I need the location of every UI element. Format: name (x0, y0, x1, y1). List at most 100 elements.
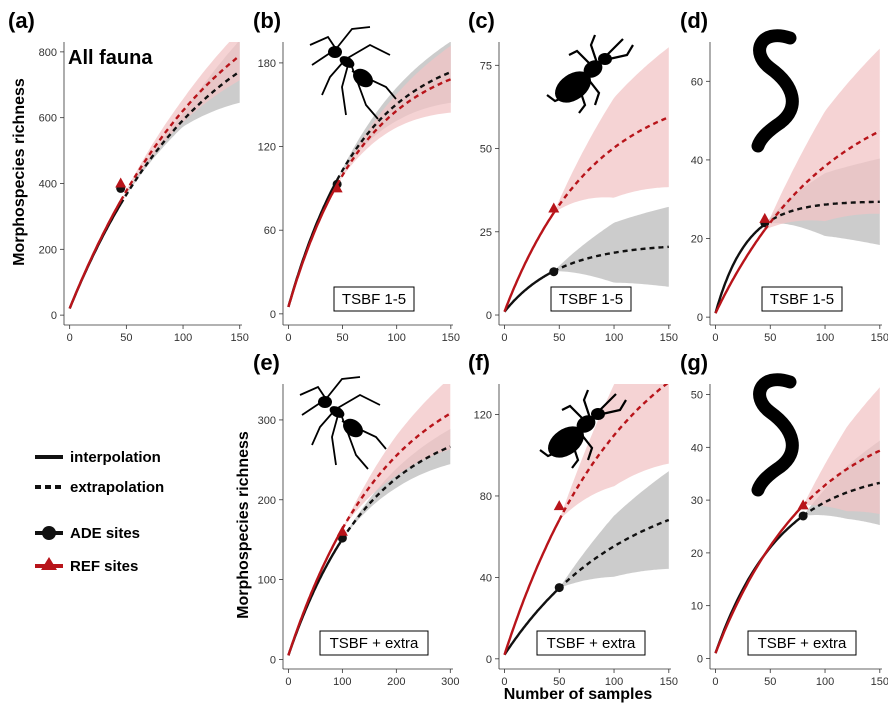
legend-ade-marker (42, 526, 56, 540)
panel-f: 0 50 100 150 0 40 80 120 (f) TSBF + extra (468, 350, 678, 688)
y-tick-label: 100 (258, 575, 276, 587)
panel-label: (d) (680, 8, 708, 33)
subset-label-box (761, 286, 843, 312)
ant-head (328, 46, 342, 58)
beetle-leg (582, 389, 592, 419)
x-tick-label: 200 (387, 676, 405, 688)
beetle-thorax (583, 60, 603, 78)
y-tick-label: 30 (691, 495, 703, 507)
legend-ref-marker (41, 557, 57, 570)
ant-leg (351, 66, 379, 120)
legend-extrapolation-label: extrapolation (70, 479, 164, 496)
ref-observed-point (115, 177, 127, 188)
panel-label: (c) (468, 8, 495, 33)
beetle-leg (539, 448, 563, 458)
x-tick-label: 50 (120, 332, 132, 344)
ant-leg (341, 64, 349, 116)
y-tick-label: 0 (270, 654, 276, 666)
plot-area (68, 42, 241, 309)
y-tick-label: 50 (691, 390, 703, 402)
ant-silhouette-icon (299, 376, 387, 470)
legend-ref-label: REF sites (70, 558, 138, 575)
x-tick-label: 100 (388, 332, 406, 344)
ant-thorax (339, 56, 355, 68)
panel-label: (f) (468, 350, 490, 375)
y-tick-label: 200 (39, 244, 57, 256)
ref-confidence-band (803, 387, 880, 514)
ref-observed-point (797, 499, 809, 510)
ade-interpolation-line (503, 270, 555, 313)
earthworm-body (751, 29, 799, 153)
ant-leg (335, 393, 381, 410)
ref-extrapolation-line (558, 384, 669, 521)
x-tick-label: 100 (816, 676, 834, 688)
plot-area (503, 47, 670, 313)
y-tick-label: 0 (486, 310, 492, 322)
ade-interpolation-line (714, 223, 766, 314)
beetle-leg (606, 38, 624, 56)
legend: interpolation extrapolation ADE sites RE… (35, 449, 164, 575)
y-tick-label: 80 (480, 491, 492, 503)
y-tick-label: 0 (270, 309, 276, 321)
y-tick-label: 200 (258, 495, 276, 507)
ant-leg (345, 43, 391, 60)
y-tick-label: 0 (697, 312, 703, 324)
x-tick-label: 150 (871, 676, 888, 688)
ant-leg (341, 416, 369, 470)
icons-layer (299, 26, 799, 497)
ant-silhouette-icon (309, 26, 397, 120)
y-tick-label: 800 (39, 47, 57, 59)
plot-area (714, 387, 881, 654)
x-tick-label: 50 (553, 332, 565, 344)
beetle-leg (577, 429, 594, 461)
plot-area (287, 384, 451, 656)
beetle-leg (561, 404, 585, 421)
x-tick-label: 100 (605, 332, 623, 344)
ref-observed-point (331, 182, 343, 193)
ade-extrapolation-line (336, 70, 452, 181)
x-tick-label: 150 (871, 332, 888, 344)
ade-extrapolation-line (764, 200, 880, 226)
y-tick-label: 50 (480, 144, 492, 156)
subset-label-box (333, 286, 415, 312)
ade-confidence-band (559, 471, 669, 589)
x-tick-label: 0 (501, 332, 507, 344)
ref-interpolation-line (503, 519, 561, 656)
ref-observed-point (548, 202, 560, 213)
x-tick-label: 100 (174, 332, 192, 344)
y-tick-label: 0 (486, 654, 492, 666)
y-tick-label: 120 (474, 410, 492, 422)
subset-label-box (536, 630, 646, 656)
earthworm-silhouette-icon (751, 373, 799, 497)
panel-b: 0 50 100 150 0 60 120 180 (b) TSBF 1-5 (253, 8, 460, 344)
subset-label: TSBF 1-5 (342, 291, 406, 308)
ade-extrapolation-line (119, 70, 241, 205)
ade-observed-point (554, 583, 564, 593)
ant-leg (325, 376, 361, 400)
ant-leg (301, 402, 321, 416)
y-tick-label: 20 (691, 234, 703, 246)
x-tick-label: 100 (605, 676, 623, 688)
x-tick-label: 50 (336, 332, 348, 344)
x-tick-label: 150 (660, 332, 678, 344)
ref-observed-point (336, 525, 348, 536)
y-tick-label: 120 (258, 142, 276, 154)
x-tick-label: 0 (285, 676, 291, 688)
subset-label-box (550, 286, 632, 312)
beetle-leg (608, 44, 634, 61)
y-tick-label: 300 (258, 415, 276, 427)
x-tick-label: 0 (67, 332, 73, 344)
ant-leg (335, 26, 371, 50)
beetle-silhouette-icon (546, 34, 634, 114)
x-tick-label: 0 (501, 676, 507, 688)
y-tick-label: 10 (691, 601, 703, 613)
ant-thorax (329, 406, 345, 418)
earthworm-body (751, 373, 799, 497)
ref-confidence-band (559, 384, 669, 520)
panel-label: (g) (680, 350, 708, 375)
ant-leg (331, 414, 339, 466)
legend-interpolation-label: interpolation (70, 449, 161, 466)
y-tick-label: 0 (51, 310, 57, 322)
ref-interpolation-line (287, 528, 344, 656)
